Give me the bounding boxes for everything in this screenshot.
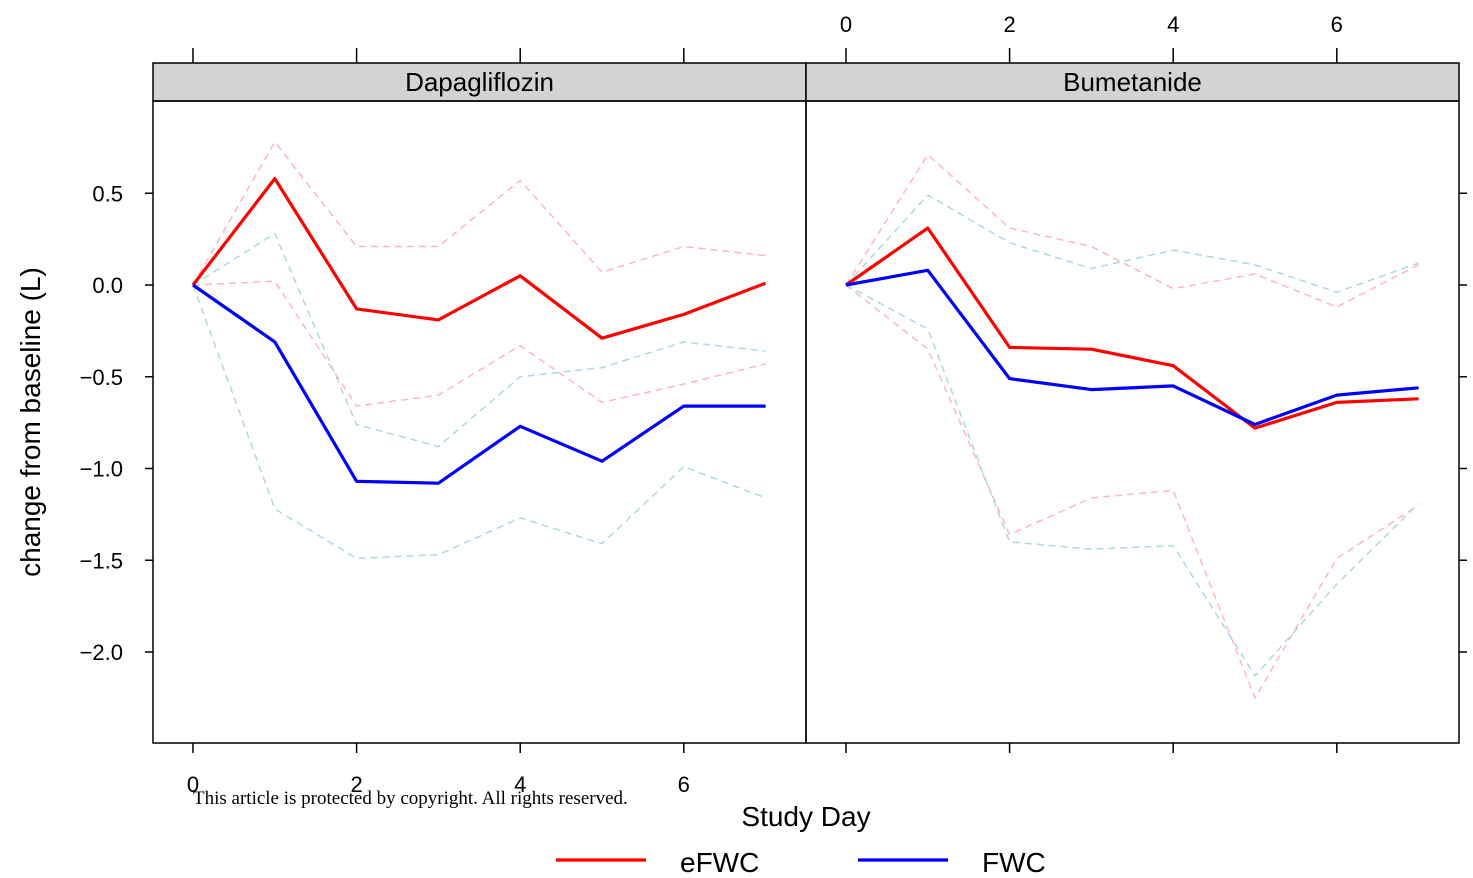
strip-label-dapagliflozin: Dapagliflozin: [405, 67, 554, 97]
x-tick-label-top: 0: [840, 12, 852, 37]
series-line-dapagliflozin-ci-dashed: [192, 232, 766, 448]
x-axis-title: Study Day: [741, 801, 870, 832]
legend-label-fwc: FWC: [982, 847, 1046, 878]
y-tick-label: −1.5: [80, 548, 123, 573]
series-line-dapagliflozin-ci-dashed: [192, 280, 766, 407]
series-line-bumetanide-ci-dashed: [845, 284, 1420, 677]
y-tick-label: 0.5: [92, 181, 123, 206]
strip-dapagliflozin: [152, 62, 807, 102]
x-tick-label-bottom: 0: [187, 772, 199, 797]
strip-label-bumetanide: Bumetanide: [1063, 67, 1202, 97]
panel-frame-bumetanide: [805, 100, 1460, 744]
series-line-bumetanide-ci-dashed: [845, 194, 1419, 294]
series-line-dapagliflozin-ci-dashed: [192, 141, 766, 286]
strip-bumetanide: [805, 62, 1460, 102]
series-line-bumetanide-ci-dashed: [845, 284, 1420, 699]
x-tick-label-bottom: 2: [350, 772, 362, 797]
x-tick-label-top: 4: [1167, 12, 1179, 37]
y-tick-label: −0.5: [80, 365, 123, 390]
x-tick-label-bottom: 4: [514, 772, 526, 797]
y-tick-label: −2.0: [80, 640, 123, 665]
x-tick-label-bottom: 6: [678, 772, 690, 797]
series-line-bumetanide-ci-dashed: [845, 153, 1419, 308]
y-tick-label: −1.0: [80, 457, 123, 482]
series-line-bumetanide-fwc: [845, 268, 1419, 427]
panel-frame-dapagliflozin: [152, 100, 807, 744]
x-tick-label-top: 6: [1331, 12, 1343, 37]
x-tick-label-top: 2: [1003, 12, 1015, 37]
legend-label-efwc: eFWC: [680, 847, 759, 878]
y-tick-label: 0.0: [92, 273, 123, 298]
y-axis-title: change from baseline (L): [15, 267, 46, 577]
series-line-dapagliflozin-ci-dashed: [192, 284, 766, 560]
series-line-dapagliflozin-fwc: [192, 283, 766, 485]
copyright-notice: This article is protected by copyright. …: [193, 788, 628, 809]
series-line-dapagliflozin-efwc: [191, 177, 767, 340]
series-line-bumetanide-efwc: [845, 226, 1419, 430]
